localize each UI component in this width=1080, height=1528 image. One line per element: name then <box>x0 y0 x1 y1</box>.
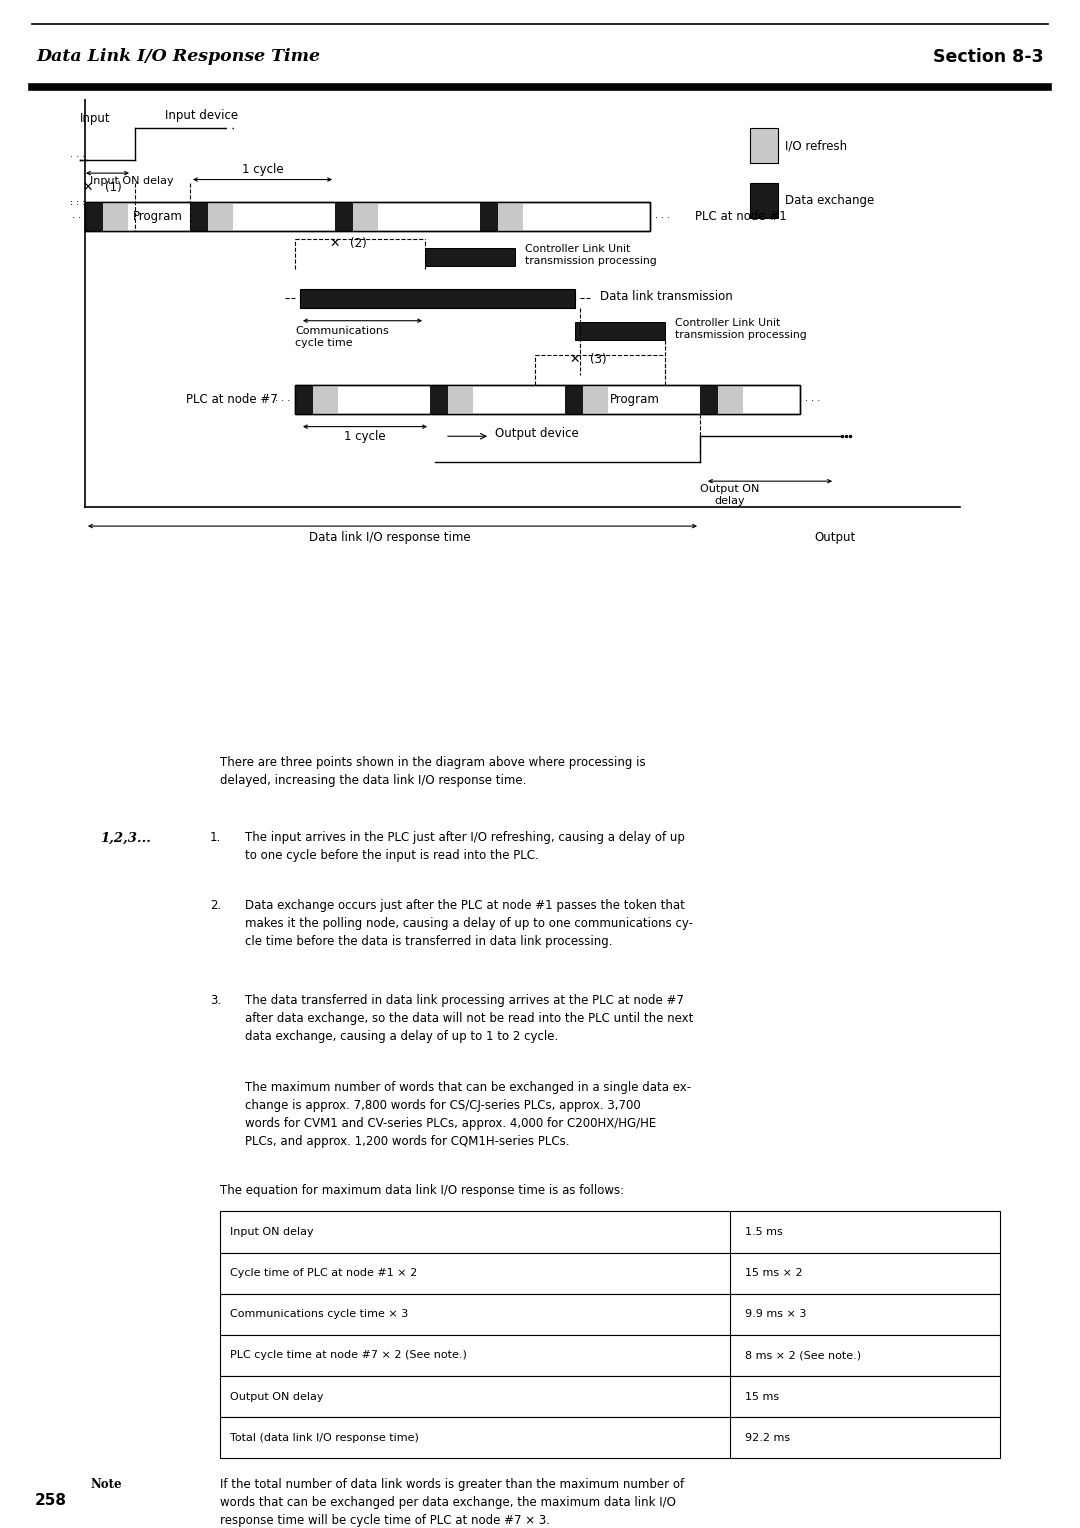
Text: 15 ms: 15 ms <box>745 1392 779 1401</box>
Text: ✕: ✕ <box>83 182 93 194</box>
Text: Input ON delay: Input ON delay <box>90 176 174 186</box>
Text: Total (data link I/O response time): Total (data link I/O response time) <box>230 1433 419 1442</box>
Text: If the total number of data link words is greater than the maximum number of
wor: If the total number of data link words i… <box>220 1478 684 1528</box>
Text: . . .: . . . <box>70 150 85 159</box>
Text: Program: Program <box>133 209 183 223</box>
Text: (3): (3) <box>590 353 607 365</box>
Bar <box>220 1212 1000 1253</box>
Bar <box>295 385 313 414</box>
Text: . . .: . . . <box>275 393 291 403</box>
Text: The maximum number of words that can be exchanged in a single data ex-
change is: The maximum number of words that can be … <box>245 1080 691 1148</box>
Text: 1.: 1. <box>210 831 221 845</box>
Text: The equation for maximum data link I/O response time is as follows:: The equation for maximum data link I/O r… <box>220 1184 624 1196</box>
Text: Section 8-3: Section 8-3 <box>933 47 1043 66</box>
Text: Program: Program <box>610 393 660 406</box>
Bar <box>85 202 650 231</box>
Text: Output device: Output device <box>495 426 579 440</box>
Bar <box>426 248 515 266</box>
Text: PLC cycle time at node #7 × 2 (See note.): PLC cycle time at node #7 × 2 (See note.… <box>230 1351 467 1360</box>
Text: 15 ms × 2: 15 ms × 2 <box>745 1268 802 1277</box>
Bar <box>220 1253 1000 1294</box>
Text: PLC at node #7: PLC at node #7 <box>186 393 278 406</box>
Bar <box>335 202 353 231</box>
Text: (2): (2) <box>350 237 367 251</box>
Bar <box>498 202 523 231</box>
Text: . . .: . . . <box>72 211 87 220</box>
Text: The data transferred in data link processing arrives at the PLC at node #7
after: The data transferred in data link proces… <box>245 993 693 1042</box>
Text: The input arrives in the PLC just after I/O refreshing, causing a delay of up
to: The input arrives in the PLC just after … <box>245 831 685 862</box>
Text: 1,2,3...: 1,2,3... <box>100 831 151 845</box>
Text: Input ON delay: Input ON delay <box>230 1227 313 1238</box>
Text: 2.: 2. <box>210 898 221 912</box>
Bar <box>300 289 575 307</box>
Text: Data link transmission: Data link transmission <box>600 290 732 304</box>
Text: 8 ms × 2 (See note.): 8 ms × 2 (See note.) <box>745 1351 861 1360</box>
Text: . . .: . . . <box>70 194 85 203</box>
Bar <box>208 202 233 231</box>
Text: Controller Link Unit
transmission processing: Controller Link Unit transmission proces… <box>675 318 807 341</box>
Bar <box>190 202 208 231</box>
Bar <box>750 183 778 219</box>
Text: Output: Output <box>814 532 855 544</box>
Bar <box>575 322 665 339</box>
Bar <box>583 385 608 414</box>
Text: 92.2 ms: 92.2 ms <box>745 1433 791 1442</box>
Bar <box>480 202 498 231</box>
Text: 258: 258 <box>35 1493 67 1508</box>
Bar <box>220 1335 1000 1377</box>
Text: 3.: 3. <box>210 993 221 1007</box>
Bar <box>448 385 473 414</box>
Text: . . .: . . . <box>805 393 820 403</box>
Text: Input: Input <box>80 112 110 125</box>
Text: Communications
cycle time: Communications cycle time <box>295 325 389 348</box>
Text: Input device: Input device <box>165 108 238 122</box>
Text: Data exchange occurs just after the PLC at node #1 passes the token that
makes i: Data exchange occurs just after the PLC … <box>245 898 693 947</box>
Bar <box>353 202 378 231</box>
Bar <box>295 385 800 414</box>
Text: Note: Note <box>90 1478 122 1491</box>
Bar <box>295 385 800 414</box>
Bar <box>220 1377 1000 1416</box>
Text: PLC at node #1: PLC at node #1 <box>696 209 786 223</box>
Bar <box>220 1416 1000 1458</box>
Text: Data Link I/O Response Time: Data Link I/O Response Time <box>37 49 321 66</box>
Bar <box>718 385 743 414</box>
Bar <box>750 128 778 163</box>
Text: I/O refresh: I/O refresh <box>785 139 847 153</box>
Text: Output ON
delay: Output ON delay <box>700 484 759 506</box>
Bar <box>220 1294 1000 1335</box>
Text: 1.5 ms: 1.5 ms <box>745 1227 783 1238</box>
Bar <box>313 385 338 414</box>
Bar <box>700 385 718 414</box>
Text: There are three points shown in the diagram above where processing is
delayed, i: There are three points shown in the diag… <box>220 756 646 787</box>
Bar <box>85 202 650 231</box>
Bar <box>103 202 129 231</box>
Text: Data link I/O response time: Data link I/O response time <box>309 532 471 544</box>
Bar <box>430 385 448 414</box>
Text: Controller Link Unit
transmission processing: Controller Link Unit transmission proces… <box>525 244 657 266</box>
Text: ✕: ✕ <box>570 353 580 365</box>
Text: . . .: . . . <box>70 197 85 208</box>
Bar <box>85 202 103 231</box>
Text: Cycle time of PLC at node #1 × 2: Cycle time of PLC at node #1 × 2 <box>230 1268 417 1277</box>
Bar <box>565 385 583 414</box>
Text: Data exchange: Data exchange <box>785 194 874 208</box>
Text: 9.9 ms × 3: 9.9 ms × 3 <box>745 1309 807 1319</box>
Text: Output ON delay: Output ON delay <box>230 1392 324 1401</box>
Text: 1 cycle: 1 cycle <box>345 429 386 443</box>
Text: ✕: ✕ <box>329 237 340 251</box>
Text: 1 cycle: 1 cycle <box>242 163 283 176</box>
Text: . . .: . . . <box>654 211 671 220</box>
Text: Communications cycle time × 3: Communications cycle time × 3 <box>230 1309 408 1319</box>
Text: (1): (1) <box>105 182 122 194</box>
